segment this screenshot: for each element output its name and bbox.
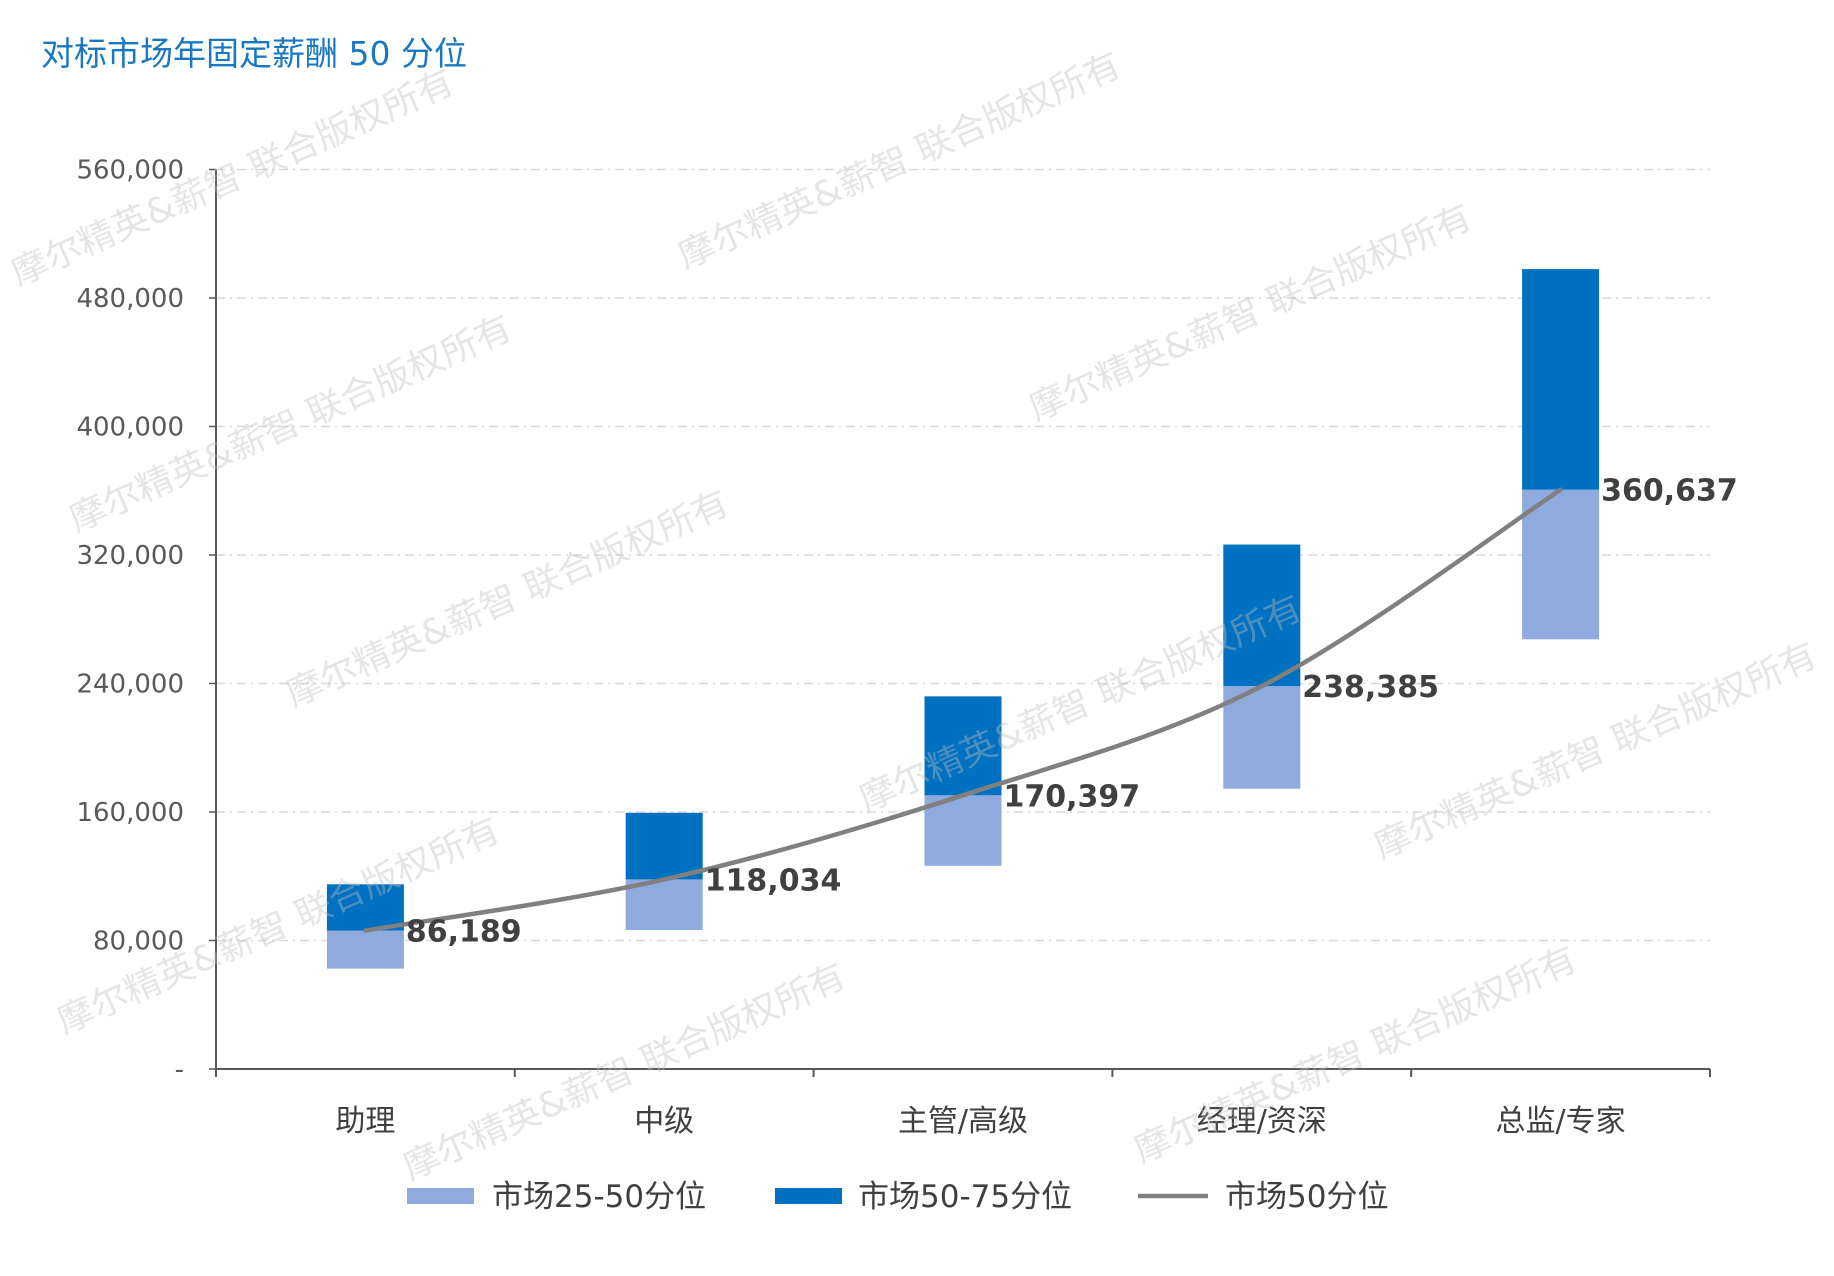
bar-p25-p50	[1223, 686, 1301, 789]
bar-p50-p75	[924, 696, 1002, 796]
data-label: 170,397	[1004, 779, 1141, 814]
legend-item: 市场50分位	[1138, 1179, 1388, 1215]
legend-swatch	[407, 1188, 474, 1204]
y-axis: - 80,000 160,000 240,000 320,000 400,000 480,0…	[76, 156, 217, 1085]
legend-label: 市场50分位	[1225, 1179, 1388, 1215]
chart-title: 对标市场年固定薪酬 50 分位	[41, 34, 467, 73]
bar-p50-p75	[1223, 544, 1301, 687]
median-line-group	[363, 487, 1563, 933]
x-tick-label: 中级	[634, 1104, 694, 1139]
y-tick-label: 560,000	[76, 156, 184, 186]
x-tick-label: 经理/资深	[1197, 1104, 1327, 1139]
x-tick-label: 主管/高级	[898, 1104, 1028, 1139]
y-tick-label: -	[175, 1055, 184, 1085]
bar-p25-p50	[1522, 489, 1600, 640]
legend-swatch	[775, 1188, 842, 1204]
gridlines	[216, 168, 1710, 942]
y-tick-label: 400,000	[76, 413, 184, 443]
y-tick-label: 240,000	[76, 670, 184, 700]
legend-label: 市场25-50分位	[492, 1179, 706, 1215]
data-label: 86,189	[406, 915, 522, 950]
bar-p25-p50	[326, 930, 404, 969]
x-tick-label: 总监/专家	[1496, 1104, 1626, 1139]
bar-p25-p50	[625, 879, 703, 931]
median-line	[363, 487, 1563, 933]
bar-p50-p75	[625, 812, 703, 880]
legend: 市场25-50分位 市场50-75分位 市场50分位	[407, 1179, 1388, 1215]
bar-p50-p75	[326, 884, 404, 931]
data-label: 118,034	[705, 863, 842, 898]
bar-p50-p75	[1522, 269, 1600, 490]
x-tick-label: 助理	[335, 1104, 395, 1139]
data-labels: 86,189 118,034 170,397 238,385 360,637	[406, 474, 1738, 950]
y-tick-label: 320,000	[76, 541, 184, 571]
bar-p25-p50	[924, 795, 1002, 866]
bars	[326, 269, 1600, 969]
x-axis: 助理 中级 主管/高级 经理/资深 总监/专家	[215, 1068, 1711, 1139]
data-label: 360,637	[1601, 474, 1738, 509]
y-tick-label: 480,000	[76, 284, 184, 314]
data-label: 238,385	[1302, 670, 1439, 705]
legend-label: 市场50-75分位	[858, 1179, 1072, 1215]
legend-item: 市场25-50分位	[407, 1179, 706, 1215]
legend-item: 市场50-75分位	[775, 1179, 1072, 1215]
y-tick-label: 160,000	[76, 798, 184, 828]
y-tick-label: 80,000	[93, 927, 184, 957]
